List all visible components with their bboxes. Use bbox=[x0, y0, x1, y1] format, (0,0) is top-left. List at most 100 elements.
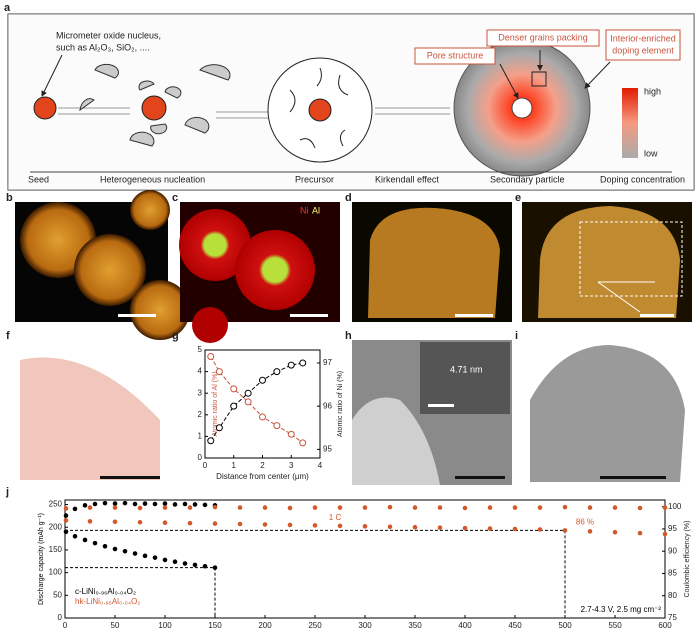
panel-label: i bbox=[515, 330, 518, 342]
annotation: 1 C bbox=[329, 513, 342, 522]
legend-entry: hk-LiNi₀.₉₆Al₀.₀₄O₂ bbox=[75, 597, 140, 606]
data-point bbox=[387, 524, 393, 530]
x-tick-label: 600 bbox=[658, 621, 672, 630]
reference-line bbox=[65, 567, 216, 618]
nucleus bbox=[141, 95, 167, 121]
data-point bbox=[132, 501, 138, 507]
data-point bbox=[612, 505, 618, 510]
data-point bbox=[112, 501, 118, 506]
data-point bbox=[137, 505, 143, 511]
panel-label: j bbox=[5, 486, 9, 498]
y-tick-label: 4 bbox=[198, 367, 203, 376]
data-point bbox=[362, 505, 368, 510]
x-tick-label: 450 bbox=[508, 621, 522, 630]
note: Micrometer oxide nucleus, bbox=[56, 30, 161, 40]
y-tick-label: 250 bbox=[49, 500, 63, 509]
data-point bbox=[72, 534, 78, 539]
x-tick-label: 4 bbox=[318, 461, 323, 470]
legend-entry: c-LiNi₀.₉₆Al₀.₀₄O₂ bbox=[75, 587, 136, 596]
scale-label: low bbox=[644, 148, 658, 158]
scale-bar bbox=[290, 314, 328, 317]
dopant-density bbox=[20, 357, 160, 480]
y-tick-label: 5 bbox=[198, 345, 203, 354]
data-point bbox=[287, 522, 293, 528]
panel-label: c bbox=[172, 192, 178, 204]
y2-tick-label: 85 bbox=[668, 569, 677, 578]
tem-particle bbox=[530, 345, 685, 482]
annotation: 86 % bbox=[576, 518, 594, 527]
scale-bar bbox=[428, 404, 454, 407]
data-point bbox=[72, 506, 78, 512]
y-tick-label: 3 bbox=[198, 388, 203, 397]
data-point bbox=[82, 537, 88, 543]
stage: Kirkendall effect bbox=[375, 174, 439, 184]
data-point bbox=[287, 505, 293, 511]
color-bar bbox=[622, 88, 638, 158]
pores bbox=[289, 67, 349, 149]
stage: Seed bbox=[28, 174, 49, 184]
data-point bbox=[192, 502, 198, 507]
data-point bbox=[259, 413, 266, 421]
particle bbox=[179, 209, 251, 281]
x-tick-label: 250 bbox=[308, 621, 322, 630]
lattice-spacing: 4.71 nm bbox=[450, 364, 483, 374]
data-point bbox=[299, 359, 307, 367]
data-point bbox=[215, 424, 223, 432]
x-tick-label: 3 bbox=[289, 461, 294, 470]
flow bbox=[58, 107, 130, 115]
scale-bar bbox=[640, 314, 674, 317]
data-point bbox=[562, 504, 568, 510]
data-point bbox=[63, 529, 69, 535]
annotation: 2.7-4.3 V, 2.5 mg cm⁻² bbox=[581, 605, 662, 614]
data-point bbox=[132, 551, 138, 556]
x-tick-label: 150 bbox=[208, 621, 222, 630]
data-point bbox=[142, 501, 148, 506]
data-point bbox=[63, 506, 69, 511]
seed bbox=[33, 96, 57, 120]
y-tick-label: 100 bbox=[49, 568, 63, 577]
cross-section bbox=[368, 207, 500, 318]
data-point bbox=[212, 504, 218, 510]
charts: 0 1 2 3 4 0 1 2 3 4 5 95 96 97 Distance from center (μ… bbox=[38, 345, 691, 630]
y-tick-label: 50 bbox=[53, 590, 62, 599]
callout bbox=[605, 29, 681, 61]
data-point bbox=[152, 555, 158, 560]
data-point bbox=[142, 553, 148, 559]
x-axis-label: Distance from center (μm) bbox=[216, 472, 309, 481]
data-point bbox=[259, 376, 266, 384]
x-tick-label: 0 bbox=[63, 621, 68, 630]
data-point bbox=[207, 352, 215, 360]
y2-tick-label: 75 bbox=[668, 613, 677, 622]
data-point bbox=[215, 368, 223, 376]
data-point bbox=[187, 520, 193, 526]
data-point bbox=[187, 505, 193, 510]
data-point bbox=[212, 565, 218, 570]
callout-text: Denser grains packing bbox=[498, 32, 588, 42]
note: such as Al₂O₃, SiO₂, .... bbox=[56, 42, 150, 52]
data-point bbox=[122, 500, 128, 506]
y2-tick-label: 100 bbox=[668, 502, 682, 511]
data-point bbox=[112, 519, 118, 525]
y-tick-label: 200 bbox=[49, 522, 63, 531]
data-point bbox=[362, 524, 368, 529]
y2-tick-label: 90 bbox=[668, 546, 677, 555]
particle bbox=[192, 307, 228, 343]
data-point bbox=[162, 520, 168, 525]
callout-text: doping element bbox=[612, 45, 674, 55]
data-point bbox=[172, 502, 178, 507]
data-point bbox=[82, 503, 88, 508]
data-point bbox=[437, 505, 443, 510]
hrtem-inset bbox=[420, 342, 510, 414]
data-point bbox=[662, 531, 668, 537]
data-point bbox=[612, 529, 618, 535]
y-axis-label: Atomic ratio of Al (%) bbox=[212, 371, 219, 436]
pointer bbox=[584, 61, 611, 89]
panel-label: a bbox=[4, 2, 11, 14]
panel-label: g bbox=[172, 330, 179, 342]
data-point bbox=[299, 439, 307, 447]
data-point bbox=[587, 505, 593, 510]
y-tick-label: 150 bbox=[49, 545, 63, 554]
stage-labels: Seed Heterogeneous nucleation Precursor … bbox=[28, 174, 685, 184]
data-point bbox=[212, 521, 218, 526]
